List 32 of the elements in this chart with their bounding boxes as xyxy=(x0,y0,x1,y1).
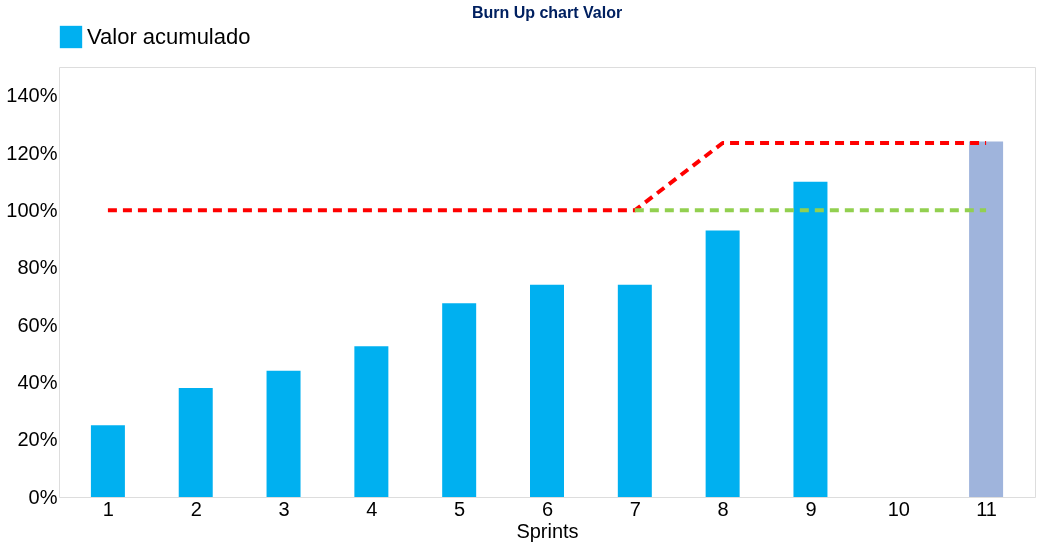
legend-label: Valor acumulado xyxy=(87,24,251,49)
bar xyxy=(178,388,213,497)
y-tick-label: 0% xyxy=(28,485,58,508)
bar xyxy=(969,141,1004,497)
y-tick-label: 140% xyxy=(6,84,58,107)
x-axis-title: Sprints xyxy=(516,519,579,542)
y-tick-label: 40% xyxy=(17,370,58,393)
y-tick-label: 120% xyxy=(6,141,58,164)
bar xyxy=(705,230,740,497)
x-tick-label: 11 xyxy=(976,497,997,520)
y-tick-label: 80% xyxy=(17,256,58,279)
x-tick-label: 6 xyxy=(541,497,554,520)
y-tick-label: 60% xyxy=(17,313,58,336)
bar xyxy=(354,346,389,497)
bar xyxy=(442,303,477,497)
x-tick-label: 2 xyxy=(190,497,202,520)
bar xyxy=(530,284,564,497)
y-tick-label: 100% xyxy=(6,198,58,221)
bar xyxy=(793,181,828,497)
x-tick-label: 3 xyxy=(278,497,290,520)
x-tick-label: 1 xyxy=(102,497,114,520)
x-tick-label: 10 xyxy=(887,497,910,520)
bar xyxy=(617,284,652,497)
x-tick-label: 5 xyxy=(454,497,466,520)
x-tick-label: 8 xyxy=(717,497,729,520)
x-tick-label: 4 xyxy=(366,497,378,520)
x-tick-label: 7 xyxy=(629,497,641,520)
x-tick-label: 9 xyxy=(805,497,817,520)
bar xyxy=(90,425,125,497)
chart-title: Burn Up chart Valor xyxy=(471,4,623,21)
bar xyxy=(266,370,301,497)
y-tick-label: 20% xyxy=(17,428,58,451)
